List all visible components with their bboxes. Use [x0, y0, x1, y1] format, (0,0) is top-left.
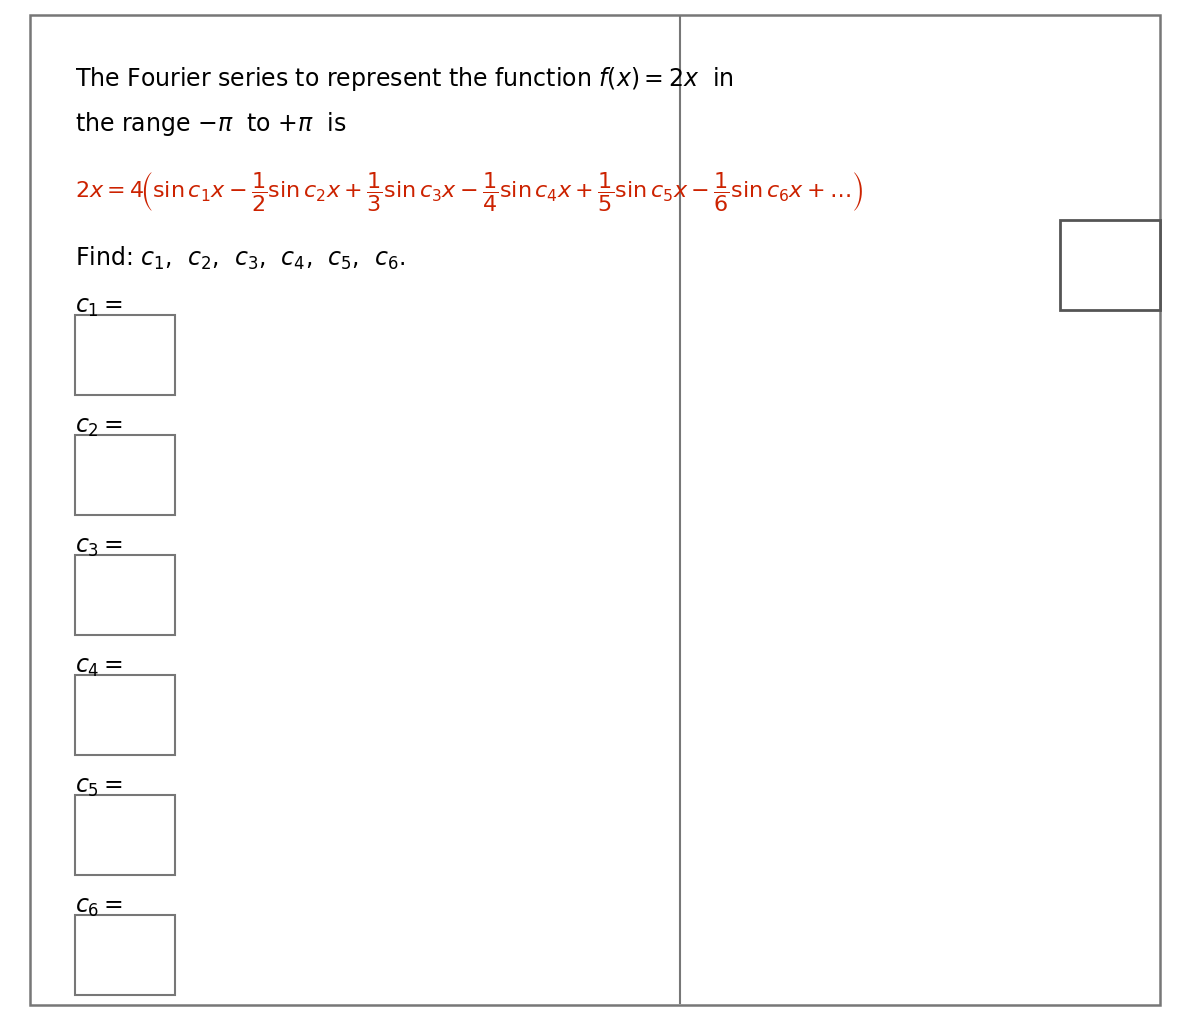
- Text: $c_6=$: $c_6=$: [74, 895, 124, 919]
- Text: $c_2=$: $c_2=$: [74, 415, 124, 439]
- Text: The Fourier series to represent the function $f(x) = 2x$  in: The Fourier series to represent the func…: [74, 65, 734, 93]
- Text: Find: $c_1$,  $c_2$,  $c_3$,  $c_4$,  $c_5$,  $c_6$.: Find: $c_1$, $c_2$, $c_3$, $c_4$, $c_5$,…: [74, 245, 406, 272]
- Bar: [74, 555, 175, 635]
- Text: the range $-\pi$  to $+\pi$  is: the range $-\pi$ to $+\pi$ is: [74, 110, 347, 138]
- Bar: [74, 795, 175, 875]
- Bar: [74, 915, 175, 995]
- Text: $c_5=$: $c_5=$: [74, 775, 124, 799]
- Bar: [74, 315, 175, 395]
- Text: $c_3=$: $c_3=$: [74, 535, 124, 559]
- Bar: [74, 435, 175, 515]
- Text: $c_4=$: $c_4=$: [74, 655, 124, 679]
- Text: $c_1=$: $c_1=$: [74, 295, 124, 319]
- Bar: [1060, 220, 1160, 310]
- Bar: [74, 675, 175, 755]
- Text: $2x = 4\!\left(\sin c_1 x - \dfrac{1}{2}\sin c_2 x + \dfrac{1}{3}\sin c_3 x- \df: $2x = 4\!\left(\sin c_1 x - \dfrac{1}{2}…: [74, 170, 863, 213]
